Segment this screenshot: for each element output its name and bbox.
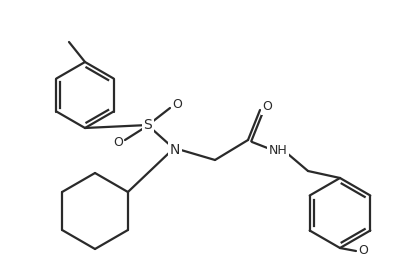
Text: N: N bbox=[170, 143, 180, 157]
Text: O: O bbox=[358, 244, 368, 257]
Text: O: O bbox=[113, 137, 123, 150]
Text: O: O bbox=[172, 98, 182, 111]
Text: NH: NH bbox=[269, 144, 287, 157]
Text: S: S bbox=[144, 118, 152, 132]
Text: O: O bbox=[262, 101, 272, 114]
